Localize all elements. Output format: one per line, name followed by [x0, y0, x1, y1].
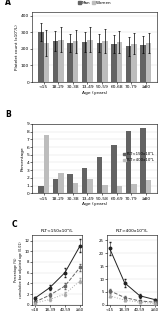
X-axis label: Age (years): Age (years) [82, 91, 107, 95]
Legend: Man, Women: Man, Women [76, 0, 114, 7]
Bar [140, 45, 146, 82]
Text: B: B [5, 110, 11, 119]
Bar [73, 183, 78, 193]
Bar [102, 41, 108, 82]
Bar [82, 42, 87, 82]
Bar [44, 43, 49, 82]
Bar [67, 174, 73, 193]
X-axis label: Age (years): Age (years) [82, 202, 107, 206]
Bar [126, 46, 131, 82]
Bar [53, 179, 58, 193]
Bar [131, 184, 137, 193]
Bar [131, 44, 137, 82]
Bar [67, 43, 73, 82]
Title: PLT<150x10⁹/L: PLT<150x10⁹/L [41, 230, 74, 233]
Bar [146, 180, 151, 193]
Y-axis label: Platelet count (x10⁹/L): Platelet count (x10⁹/L) [15, 24, 19, 70]
Bar [58, 173, 64, 193]
Bar [38, 32, 44, 82]
Bar [53, 41, 58, 82]
Bar [111, 145, 117, 193]
Bar [97, 157, 102, 193]
Text: C: C [12, 220, 17, 229]
Bar [140, 128, 146, 193]
Bar [97, 43, 102, 82]
Bar [117, 186, 122, 193]
Y-axis label: Percentage (%)
cumulative bar adjusted age (0.01): Percentage (%) cumulative bar adjusted a… [14, 242, 23, 298]
Bar [87, 179, 93, 193]
Bar [73, 41, 78, 82]
Text: A: A [5, 0, 11, 7]
Y-axis label: Percentage: Percentage [20, 146, 24, 171]
Bar [82, 168, 87, 193]
Bar [146, 43, 151, 82]
Bar [38, 186, 44, 193]
Bar [111, 44, 117, 82]
Bar [87, 40, 93, 82]
Bar [126, 131, 131, 193]
Bar [117, 42, 122, 82]
Bar [102, 185, 108, 193]
Title: PLT>400x10⁹/L: PLT>400x10⁹/L [116, 230, 149, 233]
Legend: PLT<150x10⁹L, PLT>400x10⁹L: PLT<150x10⁹L, PLT>400x10⁹L [122, 151, 156, 164]
Bar [58, 40, 64, 82]
Bar [44, 135, 49, 193]
